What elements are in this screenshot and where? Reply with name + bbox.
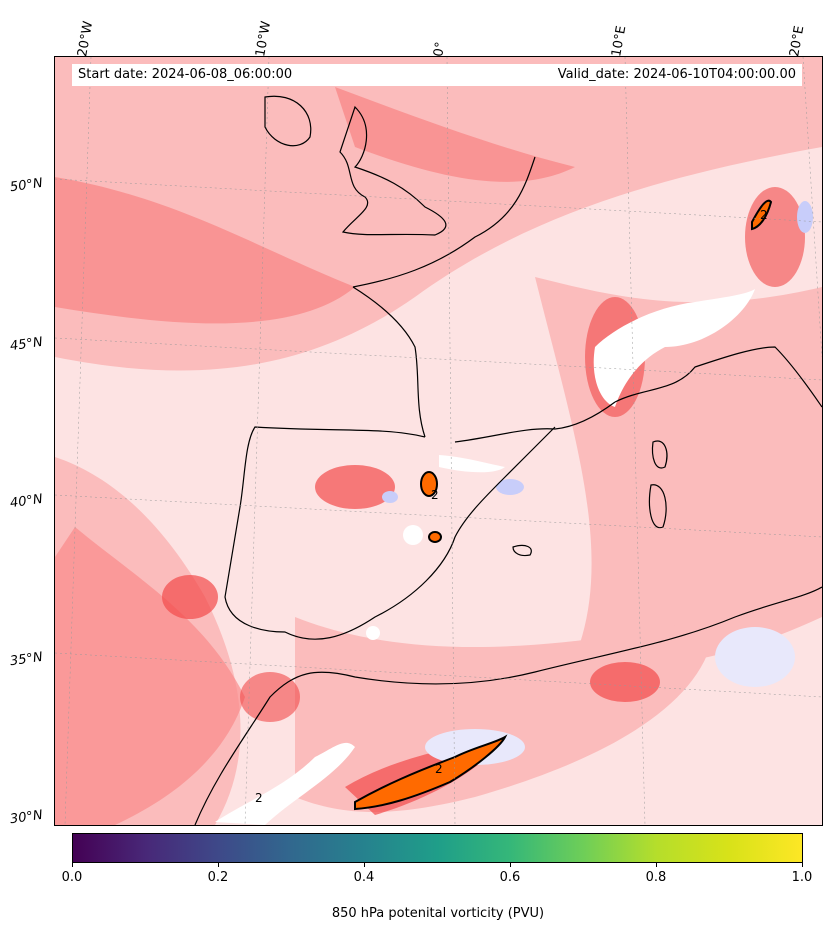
lon-label-20e: 20°E [787, 24, 808, 58]
lon-label-0: 0° [431, 40, 449, 58]
colorbar-tick-label: 0.0 [61, 870, 83, 885]
pv-contour-iberia [420, 471, 438, 497]
coast-iberia [224, 426, 556, 640]
lon-label-10e: 10°E [609, 24, 630, 58]
colorbar-tick-label: 0.6 [499, 870, 521, 885]
coast-africa [194, 586, 822, 825]
coast-ireland [264, 95, 312, 147]
mask-spot-1 [403, 525, 423, 545]
coast-corsica [651, 440, 668, 469]
field-band-north [335, 87, 575, 182]
strong-spot-algeria [590, 662, 660, 702]
lat-label-40n: 40°N [9, 491, 44, 512]
blue-patch-5 [425, 729, 525, 765]
blue-patch-4 [715, 627, 795, 687]
blue-patch-2 [382, 491, 398, 503]
contour-label-3: 2 [435, 762, 443, 776]
mask-pyrenees [439, 455, 505, 473]
coast-britain [339, 105, 447, 236]
pv-contour-alps [751, 199, 773, 231]
contour-label-4: 2 [255, 791, 263, 805]
colorbar-tick [802, 863, 803, 867]
colorbar-tick [218, 863, 219, 867]
start-date-text: Start date: 2024-06-08_06:00:00 [78, 67, 293, 82]
coast-france-north [352, 156, 536, 288]
lon-label-10w: 10°W [253, 20, 275, 58]
colorbar-tick-label: 1.0 [791, 870, 813, 885]
valid-date-text: Valid_date: 2024-06-10T04:00:00.00 [557, 67, 796, 82]
field-band-sw [55, 527, 245, 825]
lat-label-45n: 45°N [9, 334, 44, 355]
contour-label-1: 2 [760, 208, 768, 222]
mask-spot-2 [366, 626, 380, 640]
strong-spot-iberia [315, 465, 395, 509]
colorbar-tick-label: 0.2 [207, 870, 229, 885]
map-panel: 2 2 2 2 [54, 56, 823, 826]
date-info-bar [72, 64, 802, 86]
colorbar-tick [72, 863, 73, 867]
lat-label-50n: 50°N [9, 175, 44, 196]
lat-label-35n: 35°N [9, 649, 44, 670]
graticule [55, 57, 822, 825]
coast-france-west [352, 286, 426, 438]
pv-field-map: 2 2 2 2 [55, 57, 822, 825]
strong-spot-alps [745, 187, 805, 287]
lon-label-20w: 20°W [75, 20, 97, 58]
mask-atlas [215, 742, 355, 825]
mask-alps [593, 289, 755, 407]
colorbar-tick [364, 863, 365, 867]
colorbar-title: 850 hPa potenital vorticity (PVU) [331, 906, 545, 921]
pv-contour-sierra [428, 531, 442, 543]
coast-france-south [454, 401, 616, 443]
colorbar-tick-label: 0.8 [645, 870, 667, 885]
blue-patch-3 [496, 479, 524, 495]
lat-label-30n: 30°N [9, 807, 44, 828]
colorbar [72, 833, 803, 863]
contour-label-2: 2 [431, 488, 439, 502]
pv-contour-atlas [354, 734, 508, 811]
colorbar-tick [656, 863, 657, 867]
colorbar-tick [510, 863, 511, 867]
field-band-atlantic-2 [55, 177, 355, 324]
coast-sardinia [648, 484, 667, 529]
contour-labels: 2 2 2 2 [255, 208, 768, 805]
blue-patch-1 [797, 201, 813, 233]
strong-spot-atlantic [162, 575, 218, 619]
coastlines [194, 95, 822, 825]
coast-italy [614, 346, 822, 408]
coast-balearics [512, 544, 532, 557]
colorbar-tick-label: 0.4 [353, 870, 375, 885]
